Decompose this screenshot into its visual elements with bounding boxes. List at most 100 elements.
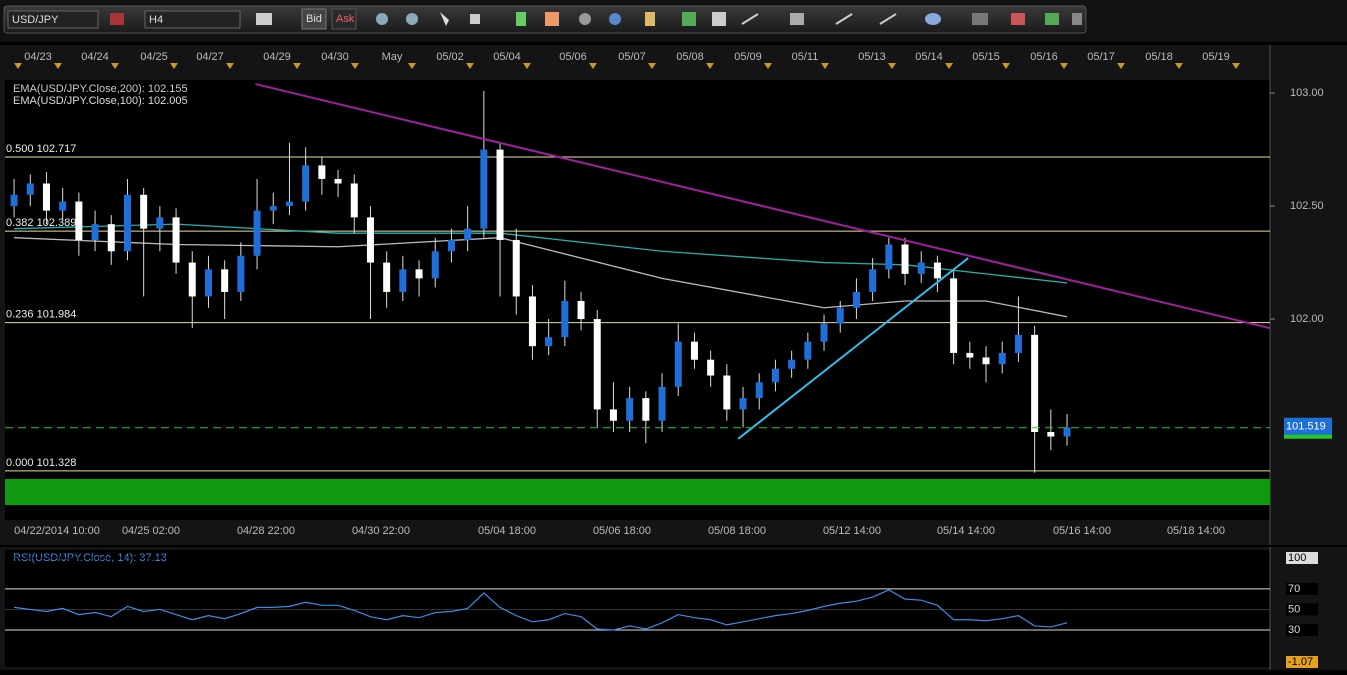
candle-body — [366, 217, 374, 263]
tool-icon[interactable] — [470, 14, 480, 24]
tool-icon[interactable] — [741, 13, 759, 25]
rsi-min-bg — [1286, 656, 1318, 668]
candle-body — [1014, 334, 1022, 353]
tool-icon[interactable] — [925, 13, 941, 25]
candle-body — [10, 194, 18, 207]
tool-icon[interactable] — [879, 13, 897, 25]
timeframe: H4 — [149, 14, 163, 26]
tool-icon[interactable] — [712, 12, 726, 26]
tool-icon[interactable] — [682, 12, 696, 26]
candle-body — [788, 359, 796, 369]
ask-label: Ask — [336, 13, 355, 25]
candle-body — [658, 386, 666, 421]
date-marker — [351, 63, 359, 69]
current-price-label: 101.519 — [1286, 421, 1326, 433]
date-marker — [523, 63, 531, 69]
time-label: 05/18 14:00 — [1167, 525, 1225, 537]
candle-body — [804, 341, 812, 360]
date-marker — [293, 63, 301, 69]
date-label: 04/25 — [140, 51, 168, 63]
candle-body — [140, 194, 148, 229]
tool-icon[interactable] — [376, 13, 388, 25]
candle-body — [528, 296, 536, 347]
rsi-tick-label: 50 — [1288, 603, 1300, 615]
date-label: 05/18 — [1145, 51, 1173, 63]
candle-body — [982, 357, 990, 365]
time-label: 04/28 22:00 — [237, 525, 295, 537]
y-tick-label: 103.00 — [1290, 87, 1324, 99]
candle-body — [690, 341, 698, 360]
candle-body — [188, 262, 196, 297]
tool-icon[interactable] — [1011, 13, 1025, 25]
tool-icon[interactable] — [545, 12, 559, 26]
y-tick-label: 102.50 — [1290, 200, 1324, 212]
ema200-label: EMA(USD/JPY.Close,200): 102.155 — [13, 83, 188, 95]
time-label: 05/12 14:00 — [823, 525, 881, 537]
timeframe-select[interactable] — [144, 10, 241, 29]
date-label: 05/07 — [618, 51, 646, 63]
candle-body — [399, 269, 407, 292]
candle-body — [820, 323, 828, 342]
fib-label: 0.236 101.984 — [6, 309, 76, 321]
candle-body — [75, 201, 83, 240]
ema100-label: EMA(USD/JPY.Close,100): 102.005 — [13, 95, 188, 107]
time-label: 05/16 14:00 — [1053, 525, 1111, 537]
candle-body — [966, 352, 974, 358]
date-label: 04/30 — [321, 51, 349, 63]
tool-icon[interactable] — [645, 12, 655, 26]
date-marker — [54, 63, 62, 69]
tool-icon[interactable] — [972, 13, 988, 25]
rsi-min-label: -1.07 — [1288, 656, 1313, 668]
date-label: 05/06 — [559, 51, 587, 63]
symbol-select[interactable] — [7, 10, 99, 29]
tool-icon[interactable] — [406, 13, 418, 25]
tool-icon[interactable] — [1045, 13, 1059, 25]
tool-icon[interactable] — [1072, 13, 1082, 25]
time-label: 04/30 22:00 — [352, 525, 410, 537]
candle-body — [771, 368, 779, 383]
support-zone — [5, 478, 1270, 505]
tool-icon[interactable] — [516, 12, 526, 26]
candle-body — [1031, 334, 1039, 433]
tool-icons — [110, 12, 1082, 26]
candle-body — [723, 375, 731, 410]
candle-body — [123, 194, 131, 252]
rsi-tick-label: 30 — [1288, 624, 1300, 636]
tool-icon[interactable] — [835, 13, 853, 25]
candle-body — [156, 217, 164, 229]
tool-icon[interactable] — [256, 13, 272, 25]
candle-body — [237, 255, 245, 292]
candle-body — [577, 300, 585, 320]
date-marker — [888, 63, 896, 69]
candle-body — [545, 337, 553, 347]
bid-button[interactable] — [301, 8, 327, 30]
tool-icon[interactable] — [609, 13, 621, 25]
candle-body — [334, 178, 342, 184]
date-marker — [1117, 63, 1125, 69]
candle-body — [917, 262, 925, 274]
candle-body — [496, 149, 504, 240]
candle-body — [431, 251, 439, 279]
candle-body — [172, 217, 180, 263]
time-label: 05/08 18:00 — [708, 525, 766, 537]
candle-body — [221, 269, 229, 292]
candle-body — [26, 183, 34, 195]
symbol: USD/JPY — [12, 14, 59, 26]
candle-body — [707, 359, 715, 376]
tool-icon[interactable] — [579, 13, 591, 25]
candle-body — [447, 239, 455, 252]
tool-icon[interactable] — [440, 12, 449, 26]
rsi-tick-bg — [1286, 582, 1318, 595]
date-label: 05/14 — [915, 51, 943, 63]
ask-button[interactable] — [331, 8, 357, 30]
tool-icon[interactable] — [110, 13, 124, 25]
rsi-tick-bg — [1286, 624, 1318, 637]
candle-body — [42, 183, 50, 211]
candle-body — [269, 206, 277, 211]
tool-icon[interactable] — [790, 13, 804, 25]
date-label: 05/11 — [792, 51, 819, 63]
date-label: 04/27 — [196, 51, 224, 63]
candle-body — [609, 409, 617, 421]
candle-body — [933, 262, 941, 279]
date-label: 04/24 — [81, 51, 109, 63]
